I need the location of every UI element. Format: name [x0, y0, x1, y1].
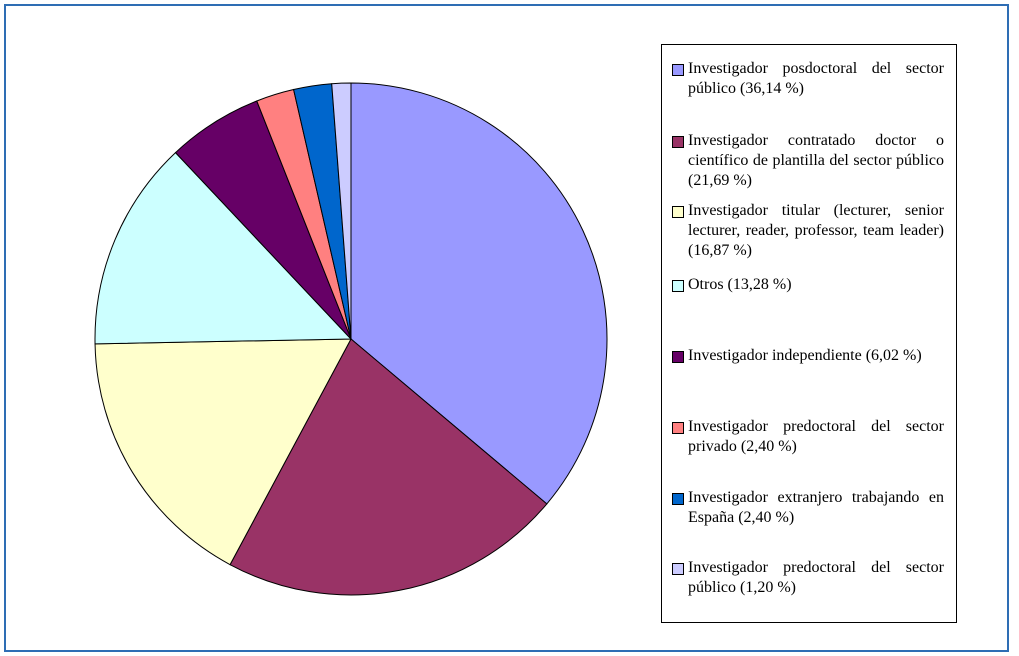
- legend-swatch: [672, 563, 684, 575]
- pie-chart: [94, 82, 608, 596]
- legend-label: Investigador predoctoral del sector priv…: [688, 418, 944, 455]
- pie-slice: [229, 338, 548, 596]
- legend-swatch: [672, 206, 684, 218]
- legend-item: Investigador extranjero trabajando en Es…: [672, 488, 944, 528]
- legend-item: Investigador posdoctoral del sector públ…: [672, 59, 944, 99]
- pie-slice: [94, 338, 352, 566]
- legend-label: Investigador extranjero trabajando en Es…: [688, 489, 944, 526]
- legend-label: Otros (13,28 %): [688, 276, 792, 293]
- legend-label: Investigador contratado doctor o científ…: [688, 132, 944, 189]
- pie-slice: [350, 82, 608, 505]
- legend-label: Investigador posdoctoral del sector públ…: [688, 60, 944, 97]
- legend-swatch: [672, 136, 684, 148]
- legend-swatch: [672, 351, 684, 363]
- pie-slice: [331, 82, 352, 340]
- legend-swatch: [672, 280, 684, 292]
- legend-item: Investigador contratado doctor o científ…: [672, 131, 944, 191]
- legend-swatch: [672, 422, 684, 434]
- legend-swatch: [672, 493, 684, 505]
- legend-swatch: [672, 64, 684, 76]
- chart-legend: Investigador posdoctoral del sector públ…: [661, 44, 957, 623]
- legend-item: Investigador predoctoral del sector priv…: [672, 417, 944, 457]
- legend-label: Investigador independiente (6,02 %): [688, 347, 922, 364]
- legend-label: Investigador predoctoral del sector públ…: [688, 559, 944, 596]
- pie-slice: [94, 151, 353, 345]
- legend-item: Investigador independiente (6,02 %): [672, 346, 944, 366]
- legend-item: Otros (13,28 %): [672, 275, 944, 295]
- legend-label: Investigador titular (lecturer, senior l…: [688, 202, 944, 259]
- legend-item: Investigador predoctoral del sector públ…: [672, 558, 944, 598]
- legend-item: Investigador titular (lecturer, senior l…: [672, 201, 944, 261]
- chart-frame: Investigador posdoctoral del sector públ…: [4, 4, 1009, 652]
